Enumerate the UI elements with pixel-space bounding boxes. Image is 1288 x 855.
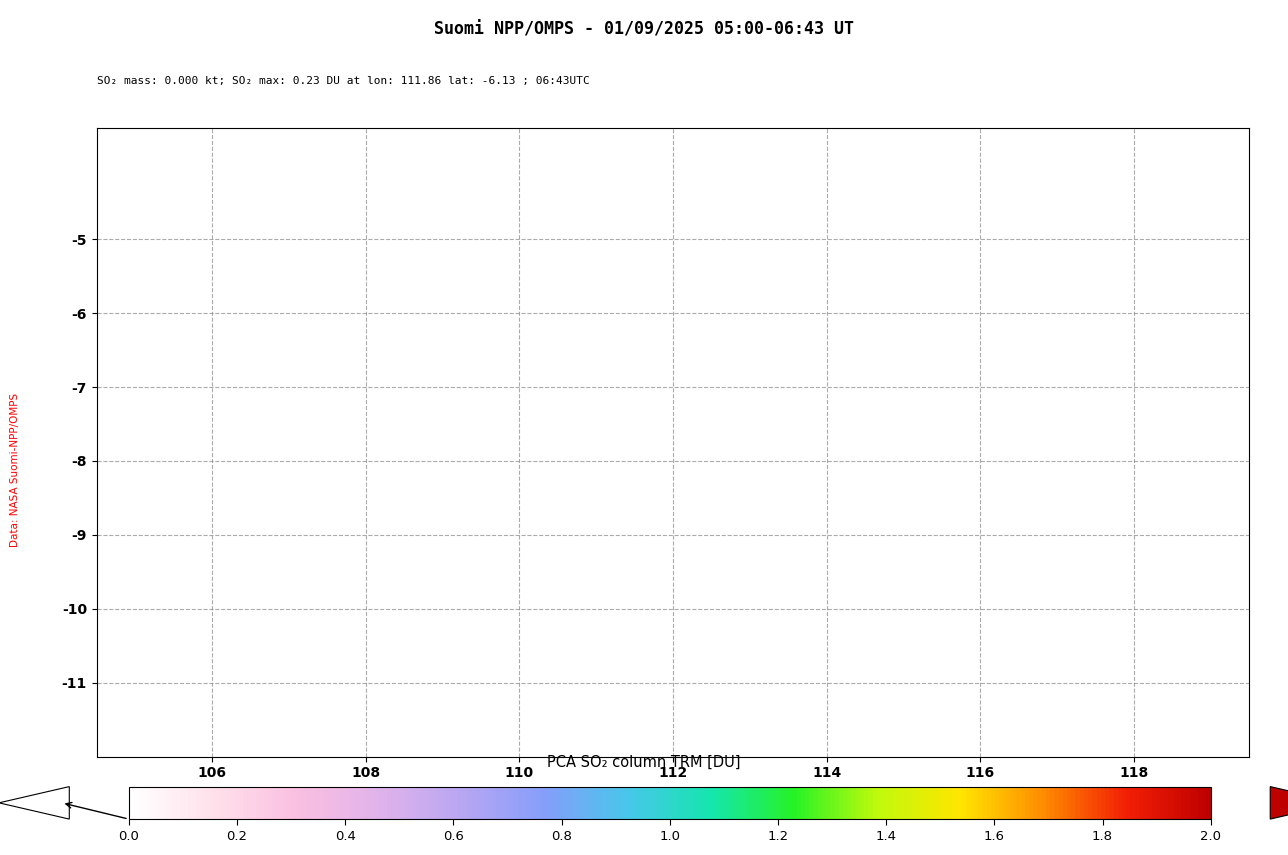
Text: SO₂ mass: 0.000 kt; SO₂ max: 0.23 DU at lon: 111.86 lat: -6.13 ; 06:43UTC: SO₂ mass: 0.000 kt; SO₂ max: 0.23 DU at … — [97, 76, 590, 86]
Text: PCA SO₂ column TRM [DU]: PCA SO₂ column TRM [DU] — [547, 755, 741, 770]
Polygon shape — [0, 787, 70, 819]
Polygon shape — [1270, 787, 1288, 819]
Text: Data: NASA Suomi-NPP/OMPS: Data: NASA Suomi-NPP/OMPS — [10, 393, 21, 547]
Text: Suomi NPP/OMPS - 01/09/2025 05:00-06:43 UT: Suomi NPP/OMPS - 01/09/2025 05:00-06:43 … — [434, 21, 854, 39]
